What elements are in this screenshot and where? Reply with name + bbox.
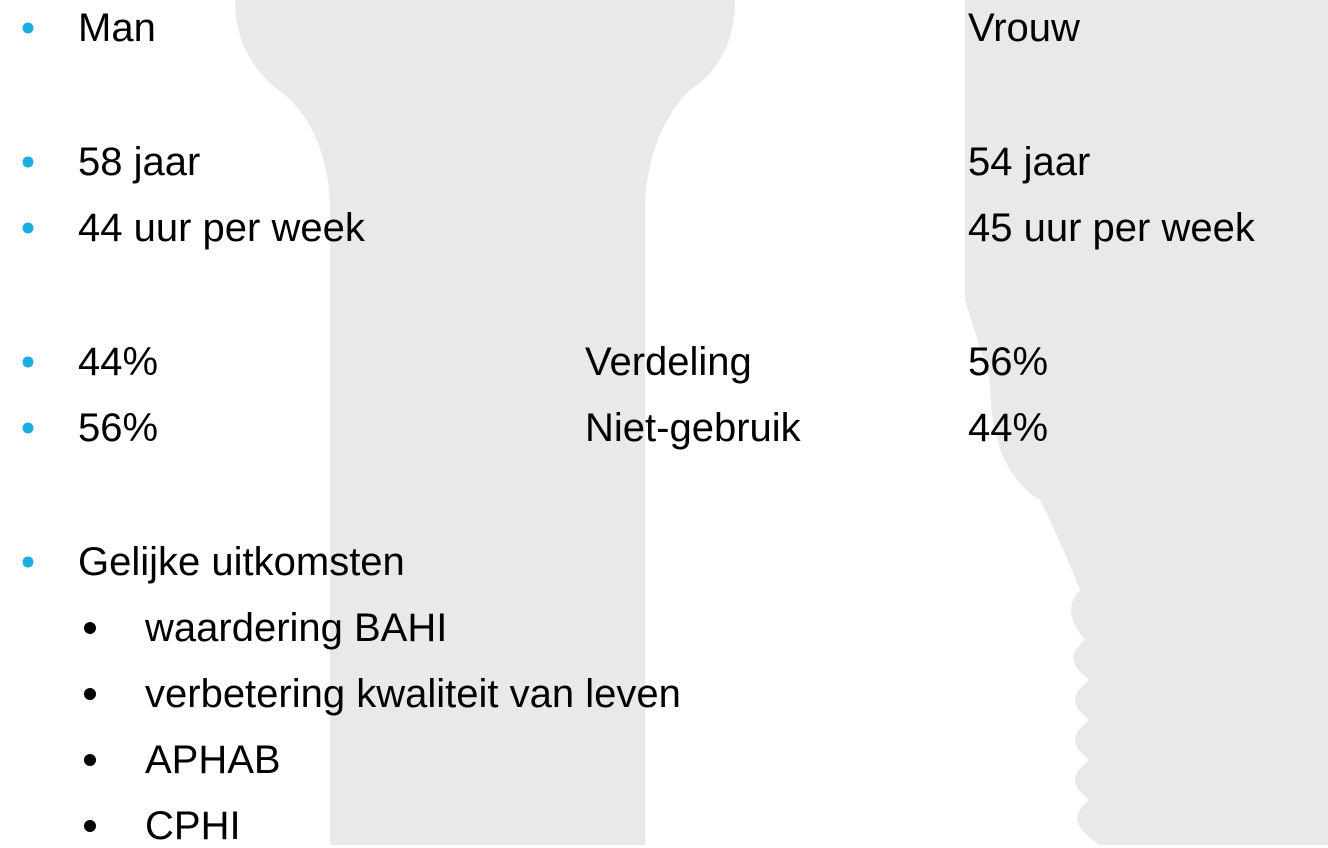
cell-right: 45 uur per week xyxy=(968,206,1255,250)
cell-left: Man xyxy=(78,6,156,50)
cell-middle: Niet-gebruik xyxy=(585,406,801,450)
sub-bullet xyxy=(84,754,96,766)
outcomes-title: Gelijke uitkomsten xyxy=(78,540,405,584)
outcome-item: verbetering kwaliteit van leven xyxy=(145,672,681,716)
cell-right: 54 jaar xyxy=(968,140,1091,184)
cell-left: 44% xyxy=(78,340,159,384)
bullet xyxy=(22,156,34,168)
sub-bullet xyxy=(84,622,96,634)
bullet xyxy=(22,422,34,434)
cell-right: Vrouw xyxy=(968,6,1080,50)
cell-right: 56% xyxy=(968,340,1049,384)
bullet xyxy=(22,222,34,234)
bullet xyxy=(22,356,34,368)
sub-bullet xyxy=(84,688,96,700)
cell-right: 44% xyxy=(968,406,1049,450)
cell-left: 58 jaar xyxy=(78,140,201,184)
bullet xyxy=(22,556,34,568)
cell-left: 44 uur per week xyxy=(78,206,365,250)
cell-left: 56% xyxy=(78,406,159,450)
outcome-item: CPHI xyxy=(145,804,241,848)
sub-bullet xyxy=(84,820,96,832)
cell-middle: Verdeling xyxy=(585,340,752,384)
outcome-item: APHAB xyxy=(145,738,281,782)
implant-shape-right xyxy=(965,0,1328,845)
implant-shape-left xyxy=(235,0,735,845)
bullet xyxy=(22,22,34,34)
outcome-item: waardering BAHI xyxy=(145,606,448,650)
